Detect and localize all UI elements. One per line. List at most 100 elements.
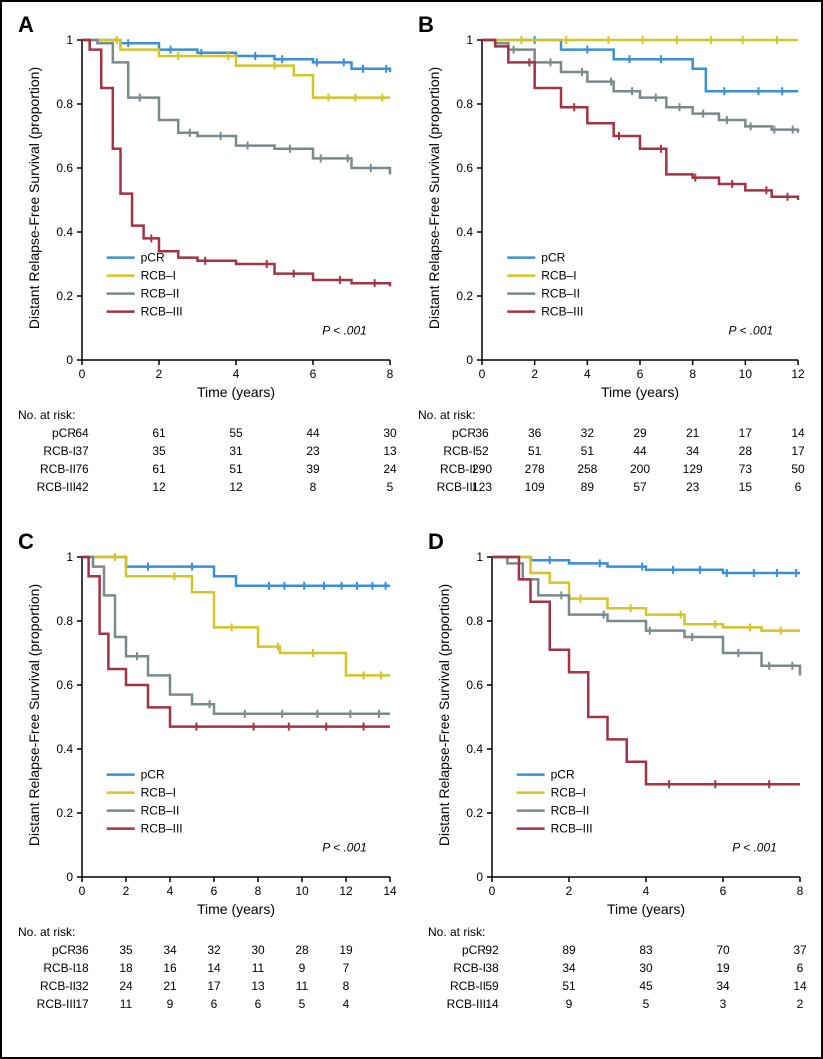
risk-cell: 73 [727,462,763,476]
svg-text:2: 2 [566,884,573,898]
risk-cell: 200 [622,462,658,476]
svg-text:1: 1 [66,550,73,564]
risk-cell: 76 [64,462,100,476]
risk-cell: 8 [328,979,364,993]
risk-cell: 59 [474,979,510,993]
chart-D: 00.20.40.60.8102468pCRRCB–IRCB–IIRCB–III… [422,527,817,922]
svg-text:6: 6 [637,367,644,381]
risk-cell: 34 [705,979,741,993]
svg-text:12: 12 [339,884,353,898]
svg-text:4: 4 [167,884,174,898]
risk-cell: 38 [474,961,510,975]
curve-RCB-II [482,40,798,133]
svg-text:0.4: 0.4 [466,742,483,756]
p-value: P < .001 [728,323,773,337]
svg-text:12: 12 [791,367,805,381]
legend-label-RCB-III: RCB–III [141,305,183,319]
risk-cell: 11 [284,979,320,993]
svg-text:0.2: 0.2 [56,806,73,820]
risk-cell: 6 [782,961,818,975]
risk-cell: 5 [628,997,664,1011]
risk-cell: 55 [218,426,254,440]
svg-text:0: 0 [476,870,483,884]
svg-text:4: 4 [643,884,650,898]
legend-label-pCR: pCR [141,768,165,782]
chart-B: 00.20.40.60.81024681012pCRRCB–IRCB–IIRCB… [412,10,817,405]
risk-cell: 14 [196,961,232,975]
p-value: P < .001 [322,840,367,854]
svg-text:0: 0 [479,367,486,381]
risk-cell: 30 [372,426,408,440]
risk-cell: 24 [108,979,144,993]
risk-cell: 89 [551,943,587,957]
chart-C: 00.20.40.60.8102468101214pCRRCB–IRCB–IIR… [12,527,407,922]
risk-cell: 18 [64,961,100,975]
x-axis-title: Time (years) [82,384,390,400]
svg-text:0: 0 [79,367,86,381]
risk-cell: 12 [141,480,177,494]
svg-text:2: 2 [156,367,163,381]
risk-cell: 34 [551,961,587,975]
risk-cell: 290 [464,462,500,476]
curve-RCB-I [82,557,390,675]
svg-text:0.6: 0.6 [466,678,483,692]
risk-cell: 9 [284,961,320,975]
risk-cell: 37 [64,444,100,458]
risk-cell: 123 [464,480,500,494]
curve-pCR [82,557,390,586]
legend-label-RCB-I: RCB–I [541,269,576,283]
x-axis-title: Time (years) [492,901,800,917]
risk-cell: 17 [64,997,100,1011]
risk-cell: 51 [218,462,254,476]
risk-cell: 9 [152,997,188,1011]
risk-header: No. at risk: [418,408,475,422]
risk-cell: 32 [569,426,605,440]
legend-label-pCR: pCR [141,251,165,265]
x-axis-title: Time (years) [82,901,390,917]
svg-text:0.4: 0.4 [56,225,73,239]
legend-label-RCB-II: RCB–II [551,804,590,818]
risk-cell: 28 [727,444,763,458]
y-axis-title: Distant Relapse-Free Survival (proportio… [436,575,452,855]
risk-cell: 92 [474,943,510,957]
panel-C: C00.20.40.60.8102468101214pCRRCB–IRCB–II… [12,527,407,1052]
risk-cell: 23 [295,444,331,458]
svg-text:10: 10 [295,884,309,898]
panel-A: A00.20.40.60.8102468pCRRCB–IRCB–IIRCB–II… [12,10,407,520]
risk-cell: 8 [295,480,331,494]
risk-cell: 19 [328,943,364,957]
svg-text:4: 4 [233,367,240,381]
legend-label-RCB-III: RCB–III [141,822,183,836]
svg-text:0: 0 [489,884,496,898]
risk-cell: 57 [622,480,658,494]
risk-cell: 36 [64,943,100,957]
risk-cell: 16 [152,961,188,975]
risk-cell: 24 [372,462,408,476]
risk-cell: 32 [64,979,100,993]
risk-cell: 36 [464,426,500,440]
risk-cell: 44 [622,444,658,458]
svg-text:1: 1 [66,33,73,47]
risk-header: No. at risk: [18,408,75,422]
chart-A: 00.20.40.60.8102468pCRRCB–IRCB–IIRCB–III… [12,10,407,405]
svg-text:0.8: 0.8 [56,614,73,628]
risk-cell: 70 [705,943,741,957]
risk-cell: 64 [64,426,100,440]
svg-text:2: 2 [531,367,538,381]
risk-cell: 89 [569,480,605,494]
p-value: P < .001 [732,840,777,854]
risk-cell: 45 [628,979,664,993]
risk-cell: 17 [196,979,232,993]
legend-label-RCB-II: RCB–II [141,804,180,818]
figure-container: A00.20.40.60.8102468pCRRCB–IRCB–IIRCB–II… [0,0,823,1059]
risk-cell: 44 [295,426,331,440]
risk-cell: 61 [141,426,177,440]
risk-cell: 21 [675,426,711,440]
risk-cell: 109 [517,480,553,494]
risk-cell: 37 [782,943,818,957]
svg-text:10: 10 [739,367,753,381]
risk-cell: 13 [372,444,408,458]
legend-label-RCB-II: RCB–II [541,287,580,301]
svg-text:0.8: 0.8 [456,97,473,111]
risk-cell: 51 [569,444,605,458]
